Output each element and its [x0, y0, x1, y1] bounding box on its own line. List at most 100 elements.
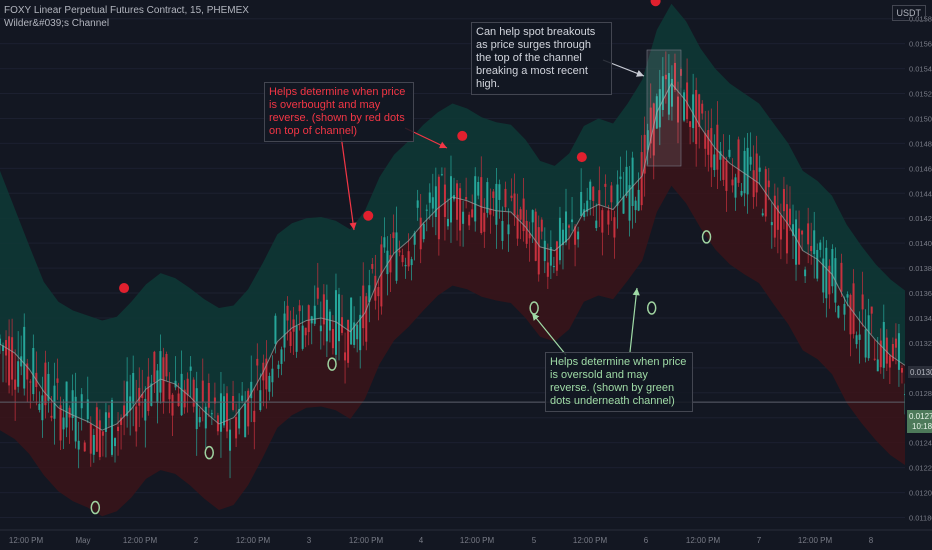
candle-body: [283, 313, 286, 348]
candle-body: [501, 220, 504, 241]
candle-body: [56, 378, 59, 383]
price-labels: 0.013078 0.012725 10:18: [907, 366, 932, 433]
time-tick-label: 12:00 PM: [460, 536, 495, 545]
candle-body: [0, 338, 1, 346]
candle-body: [746, 147, 749, 195]
candle-body: [256, 358, 259, 366]
candle-body: [259, 390, 262, 410]
candle-body: [522, 198, 525, 232]
oversold-dot: [646, 301, 657, 315]
candle-body: [171, 394, 174, 416]
indicator-title[interactable]: Wilder&#039;s Channel: [4, 18, 110, 29]
candle-body: [598, 190, 601, 206]
annotation-breakout: Can help spot breakouts as price surges …: [471, 22, 612, 95]
candle-body: [676, 96, 679, 123]
candle-body: [120, 417, 123, 425]
annotation-arrow: [531, 312, 567, 356]
symbol-title[interactable]: FOXY Linear Perpetual Futures Contract, …: [4, 5, 249, 16]
candle-body: [413, 232, 416, 245]
candle-body: [752, 170, 755, 198]
candle-body: [428, 192, 431, 203]
annotation-arrows: [339, 49, 682, 356]
candle-body: [132, 373, 135, 404]
price-tick-label: 0.014000: [909, 239, 932, 248]
candle-body: [534, 211, 537, 261]
candle-body: [301, 325, 304, 349]
candle-body: [828, 265, 831, 295]
candle-body: [888, 355, 891, 368]
candle-body: [180, 373, 183, 416]
candle-body: [516, 214, 519, 239]
candle-body: [664, 74, 667, 80]
candle-body: [153, 351, 156, 383]
time-tick-label: 12:00 PM: [9, 536, 44, 545]
time-axis[interactable]: 12:00 PM May 12:00 PM 2 12:00 PM 3 12:00 PM 4 12…: [0, 529, 932, 545]
candle-body: [350, 297, 353, 345]
candle-body: [77, 440, 80, 450]
candle-body: [634, 200, 637, 211]
candle-body: [607, 210, 610, 225]
candle-body: [117, 426, 120, 432]
candle-body: [201, 380, 204, 402]
price-tick-label: 0.013400: [909, 314, 932, 323]
price-tick-label: 0.015800: [909, 15, 932, 24]
candle-body: [807, 223, 810, 245]
chart-legend: FOXY Linear Perpetual Futures Contract, …: [4, 4, 249, 30]
candle-body: [471, 209, 474, 218]
candle-body: [147, 376, 150, 412]
candle-body: [232, 395, 235, 410]
candle-body: [673, 62, 676, 90]
time-tick-label: 12:00 PM: [686, 536, 721, 545]
candle-body: [280, 349, 283, 364]
candle-body: [222, 396, 225, 426]
breakout-highlight-box: [646, 49, 682, 167]
channel-upper-fill: [0, 3, 905, 431]
candle-body: [519, 209, 522, 220]
candle-body: [135, 406, 138, 432]
candle-body: [398, 250, 401, 253]
candle-body: [416, 200, 419, 208]
candle-body: [392, 232, 395, 239]
candle-body: [274, 315, 277, 344]
candle-body: [107, 412, 110, 418]
oversold-dot: [327, 357, 337, 371]
candle-body: [377, 287, 380, 297]
candle-body: [776, 205, 779, 230]
candle-body: [92, 435, 95, 455]
oversold-dot: [90, 500, 101, 515]
candle-body: [325, 299, 328, 342]
candle-body: [213, 397, 216, 404]
candle-body: [749, 156, 752, 165]
candle-body: [589, 181, 592, 200]
overbought-dot: [363, 210, 374, 221]
candle-body: [210, 413, 213, 415]
candle-body: [14, 379, 17, 390]
candle-body: [341, 317, 344, 333]
currency-button[interactable]: USDT: [891, 5, 926, 21]
candle-body: [344, 352, 347, 361]
candle-body: [356, 324, 359, 340]
candle-body: [692, 94, 695, 129]
price-axis-bg: [905, 0, 932, 550]
candle-body: [531, 210, 534, 223]
candle-body: [110, 400, 113, 455]
candle-body: [11, 337, 14, 380]
candle-body: [17, 361, 20, 387]
candle-body: [571, 219, 574, 223]
candle-body: [734, 177, 737, 198]
candle-body: [95, 407, 98, 452]
candle-body: [8, 336, 11, 386]
price-tick-label: 0.014800: [909, 139, 932, 148]
candle-body: [740, 190, 743, 196]
candle-body: [788, 208, 791, 225]
candle-body: [580, 191, 583, 217]
oversold-dot: [204, 445, 214, 460]
candle-body: [304, 327, 307, 336]
candle-body: [852, 283, 855, 334]
price-axis[interactable]: 0.015800 0.015600 0.015400 0.015200 0.015000…: [905, 0, 932, 550]
candle-body: [183, 389, 186, 408]
price-tick-label: 0.013200: [909, 339, 932, 348]
candle-body: [98, 420, 101, 458]
candle-body: [625, 166, 628, 196]
